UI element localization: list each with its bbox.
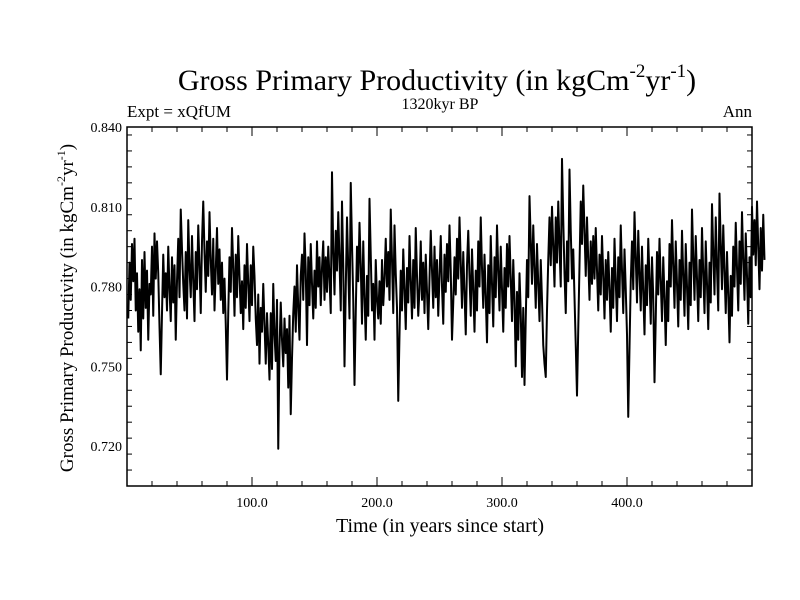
subtitle-right: Ann [723, 102, 753, 121]
chart-title: Gross Primary Productivity (in kgCm-2yr-… [178, 61, 696, 97]
x-tick-label: 200.0 [361, 496, 393, 511]
y-tick-label: 0.810 [91, 201, 123, 216]
y-axis-label-mid: yr [57, 160, 78, 177]
y-axis-label-text: Gross Primary Productivity (in kgCm [57, 186, 78, 472]
y-axis-label-sup2: -1 [54, 150, 68, 160]
y-tick-label: 0.750 [91, 360, 123, 375]
x-tick-label: 300.0 [486, 496, 518, 511]
plot-frame [126, 126, 753, 487]
axis-tick-labels: 100.0 200.0 300.0 400.0 0.720 0.750 0.780 0.810… [91, 121, 643, 511]
chart-title-sup2: -1 [670, 61, 686, 82]
x-tick-label: 100.0 [236, 496, 268, 511]
x-tick-label: 400.0 [611, 496, 643, 511]
chart-title-sup1: -2 [630, 61, 646, 82]
subtitle-center: 1320kyr BP [402, 96, 479, 113]
y-axis-label-end: ) [57, 144, 78, 150]
chart-title-end: ) [686, 64, 696, 97]
y-tick-label: 0.780 [91, 281, 123, 296]
y-axis-label-sup1: -2 [54, 176, 68, 186]
y-tick-label: 0.720 [91, 440, 123, 455]
y-axis-label: Gross Primary Productivity (in kgCm-2yr-… [54, 144, 78, 472]
chart-title-mid: yr [645, 64, 670, 97]
subtitle-left: Expt = xQfUM [127, 102, 231, 121]
chart-title-text: Gross Primary Productivity (in kgCm [178, 64, 630, 97]
series-line-gpp [127, 157, 766, 450]
y-tick-label: 0.840 [91, 121, 123, 136]
x-axis-label: Time (in years since start) [336, 515, 544, 537]
